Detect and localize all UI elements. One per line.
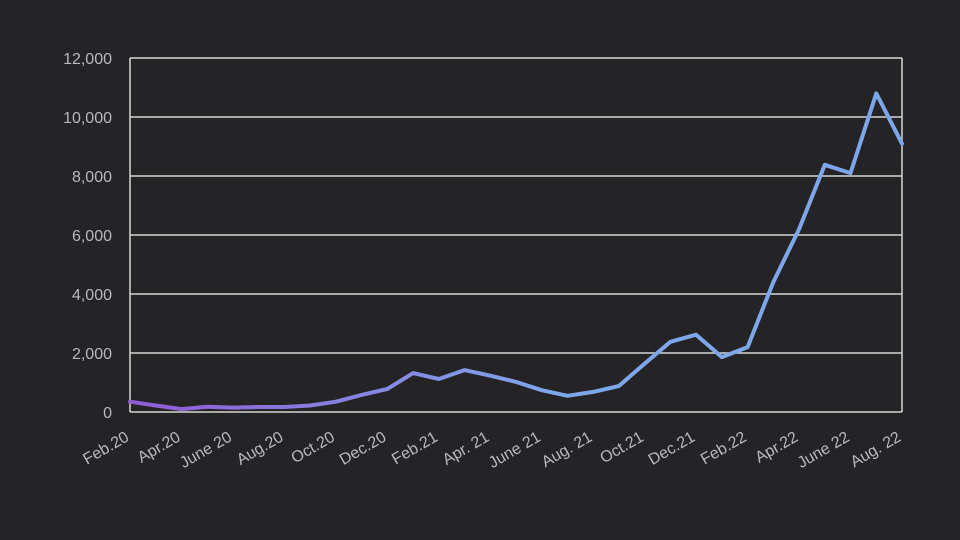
data-point (720, 355, 724, 359)
data-point (488, 374, 492, 378)
data-point (360, 393, 364, 397)
data-point (617, 384, 621, 388)
x-tick-label: Feb.20 (80, 429, 132, 469)
data-point (514, 380, 518, 384)
x-tick-label: Apr. 21 (440, 429, 492, 469)
data-point (282, 405, 286, 409)
data-point (154, 404, 158, 408)
data-point (668, 340, 672, 344)
x-tick-label: Aug. 22 (848, 429, 904, 471)
y-tick-label: 8,000 (72, 169, 112, 186)
data-point (565, 394, 569, 398)
x-tick-label: Oct.21 (597, 429, 646, 467)
x-tick-label: Apr.20 (135, 429, 184, 467)
data-point (900, 142, 904, 146)
x-tick-label: June 20 (177, 429, 235, 472)
data-point (874, 91, 878, 95)
y-tick-label: 12,000 (63, 51, 112, 68)
x-tick-label: June 22 (795, 429, 853, 472)
axes (129, 58, 903, 412)
data-point (308, 404, 312, 408)
x-tick-label: June 21 (486, 429, 544, 472)
x-tick-label: Aug.20 (234, 429, 287, 469)
x-tick-label: Oct.20 (289, 429, 338, 467)
x-tick-label: Feb.22 (698, 429, 750, 469)
data-point (849, 171, 853, 175)
data-point (540, 388, 544, 392)
data-point (463, 368, 467, 372)
x-tick-label: Dec.21 (646, 429, 698, 469)
data-point (231, 406, 235, 410)
data-point (437, 377, 441, 381)
x-tick-label: Dec.20 (337, 429, 389, 469)
x-tick-label: Feb.21 (389, 429, 441, 469)
data-point (205, 405, 209, 409)
y-tick-label: 10,000 (63, 110, 112, 127)
data-point (411, 371, 415, 375)
x-tick-label: Aug. 21 (539, 429, 595, 471)
y-tick-label: 0 (103, 405, 112, 422)
data-point (746, 345, 750, 349)
y-tick-label: 2,000 (72, 346, 112, 363)
y-tick-label: 4,000 (72, 287, 112, 304)
data-point (797, 227, 801, 231)
x-tick-label: Apr.22 (752, 429, 801, 467)
data-point (823, 163, 827, 167)
series-line (128, 91, 904, 412)
series-layer (128, 91, 904, 412)
data-point (694, 333, 698, 337)
data-point (334, 400, 338, 404)
y-axis-tick-labels: 0 2,000 4,000 6,000 8,000 10,000 12,000 (63, 51, 112, 422)
data-point (179, 407, 183, 411)
data-point (385, 387, 389, 391)
y-tick-label: 6,000 (72, 228, 112, 245)
data-point (643, 362, 647, 366)
data-point (591, 390, 595, 394)
data-point (257, 405, 261, 409)
data-point (128, 400, 132, 404)
data-point (771, 280, 775, 284)
grid-lines (130, 57, 902, 413)
